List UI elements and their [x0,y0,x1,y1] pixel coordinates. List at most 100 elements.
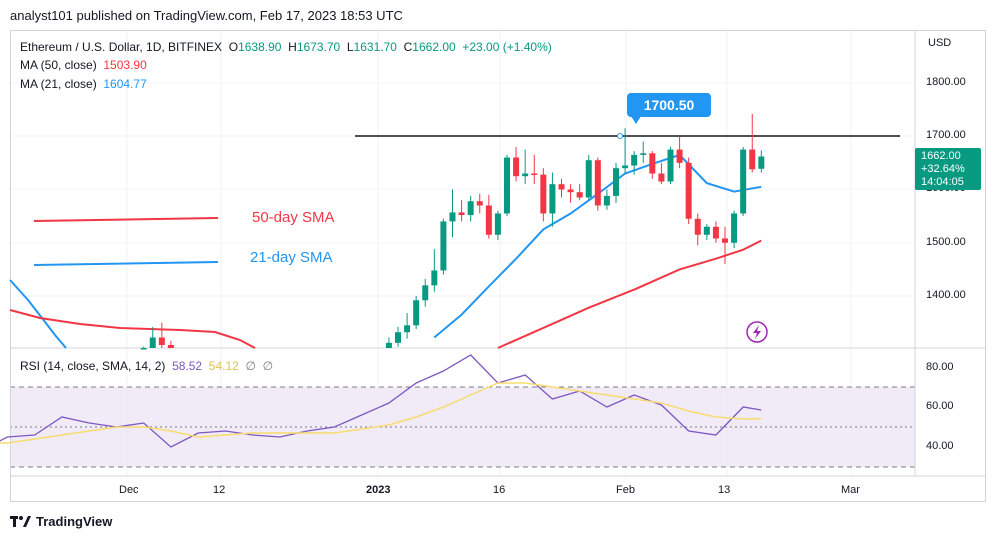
candle[interactable] [504,157,510,214]
rsi-value: 58.52 [172,359,203,373]
candle[interactable] [458,212,465,216]
price-tick: 1700.00 [926,129,966,141]
candle[interactable] [385,342,392,348]
price-tick: 1400.00 [926,289,966,301]
time-tick: 13 [718,484,731,496]
candle[interactable] [685,162,692,219]
candle[interactable] [603,195,610,206]
legend-21-line [33,261,219,266]
candle[interactable] [567,189,574,193]
candle[interactable] [167,344,174,348]
ma50-label: MA (50, close) [20,58,97,72]
candle[interactable] [485,205,492,235]
low-label: L [346,40,354,54]
ma21-line-early[interactable] [9,279,67,349]
candle[interactable] [640,153,647,155]
ma50-value: 1503.90 [103,58,147,72]
badge-countdown: 14:04:05 [921,176,964,188]
legend-50-label: 50-day SMA [252,209,335,226]
candle[interactable] [703,226,710,235]
badge-price: 1662.00 [921,150,961,162]
candle[interactable] [449,212,456,222]
candle[interactable] [404,325,411,333]
candle[interactable] [140,348,147,350]
candle[interactable] [149,337,156,348]
candle[interactable] [676,149,683,163]
level-anchor-point[interactable] [617,132,623,139]
candle[interactable] [631,154,638,166]
rsi-tick: 60.00 [926,400,954,412]
price-axis-currency[interactable]: USD [928,37,952,49]
legend-50-line [33,217,219,222]
badge-change: +32.64% [921,163,965,175]
lightning-icon[interactable] [746,321,768,343]
outer-border [10,30,986,502]
candle[interactable] [476,201,483,206]
candle[interactable] [722,238,728,243]
candle[interactable] [494,213,501,235]
candle[interactable] [694,218,701,235]
grid [10,30,915,476]
publisher-line: analyst101 published on TradingView.com,… [10,8,403,23]
rsi-line[interactable] [0,354,762,451]
candle[interactable] [513,157,520,177]
rsi-tick: 80.00 [926,361,954,373]
time-tick: 16 [493,484,506,496]
candle[interactable] [413,300,420,326]
ma21-value: 1604.77 [103,77,147,91]
candle[interactable] [467,201,474,216]
tradingview-logo-icon [10,515,32,531]
candle[interactable] [540,174,547,214]
level-callout: 1700.50 [627,93,711,117]
time-tick: Dec [119,484,139,496]
time-tick: 2023 [366,484,391,496]
rsi-sma-line[interactable] [0,382,762,444]
low-value: 1631.70 [353,40,397,54]
candle[interactable] [585,160,592,198]
ma50-line[interactable] [497,239,762,349]
symbol-name[interactable]: Ethereum / U.S. Dollar, 1D, BITFINEX [20,40,223,54]
candle[interactable] [158,337,165,345]
ma50-line-early[interactable] [9,309,256,349]
candle[interactable] [613,168,619,196]
candle[interactable] [576,192,583,198]
candle[interactable] [658,173,665,182]
rsi-sma-value: 54.12 [208,359,239,373]
ma21-label: MA (21, close) [20,77,97,91]
ma21-legend[interactable]: MA (21, close) 1604.77 [20,77,147,91]
candle[interactable] [622,165,629,169]
rsi-legend[interactable]: RSI (14, close, SMA, 14, 2) 58.52 54.12 … [20,359,273,373]
candle[interactable] [558,184,565,190]
candle[interactable] [749,149,756,170]
candle[interactable] [422,285,429,301]
candle[interactable] [549,184,556,214]
candle[interactable] [531,173,538,176]
candle[interactable] [667,149,674,182]
candle[interactable] [758,156,765,169]
time-tick: 12 [213,484,226,496]
rsi-label: RSI (14, close, SMA, 14, 2) [20,359,166,373]
high-label: H [288,40,297,54]
candle[interactable] [431,270,438,286]
candle[interactable] [649,153,656,174]
candle[interactable] [594,160,601,206]
level-callout-tail [631,116,641,124]
time-tick: Feb [616,484,635,496]
candle[interactable] [740,149,747,214]
candle[interactable] [395,332,401,343]
time-tick: Mar [841,484,860,496]
close-label: C [403,40,413,54]
legend-21-label: 21-day SMA [250,249,333,266]
brand[interactable]: TradingView [10,514,112,531]
ma50-legend[interactable]: MA (50, close) 1503.90 [20,58,147,72]
candle[interactable] [712,226,719,239]
rsi-pane [0,354,762,451]
candle[interactable] [522,173,529,177]
price-tick: 1800.00 [926,76,966,88]
candle[interactable] [440,221,447,271]
candle[interactable] [731,213,738,243]
rsi-na-1: ∅ [245,359,256,373]
rsi-tick: 40.00 [926,440,954,452]
current-price-badge: 1662.00 +32.64% 14:04:05 [915,148,981,190]
